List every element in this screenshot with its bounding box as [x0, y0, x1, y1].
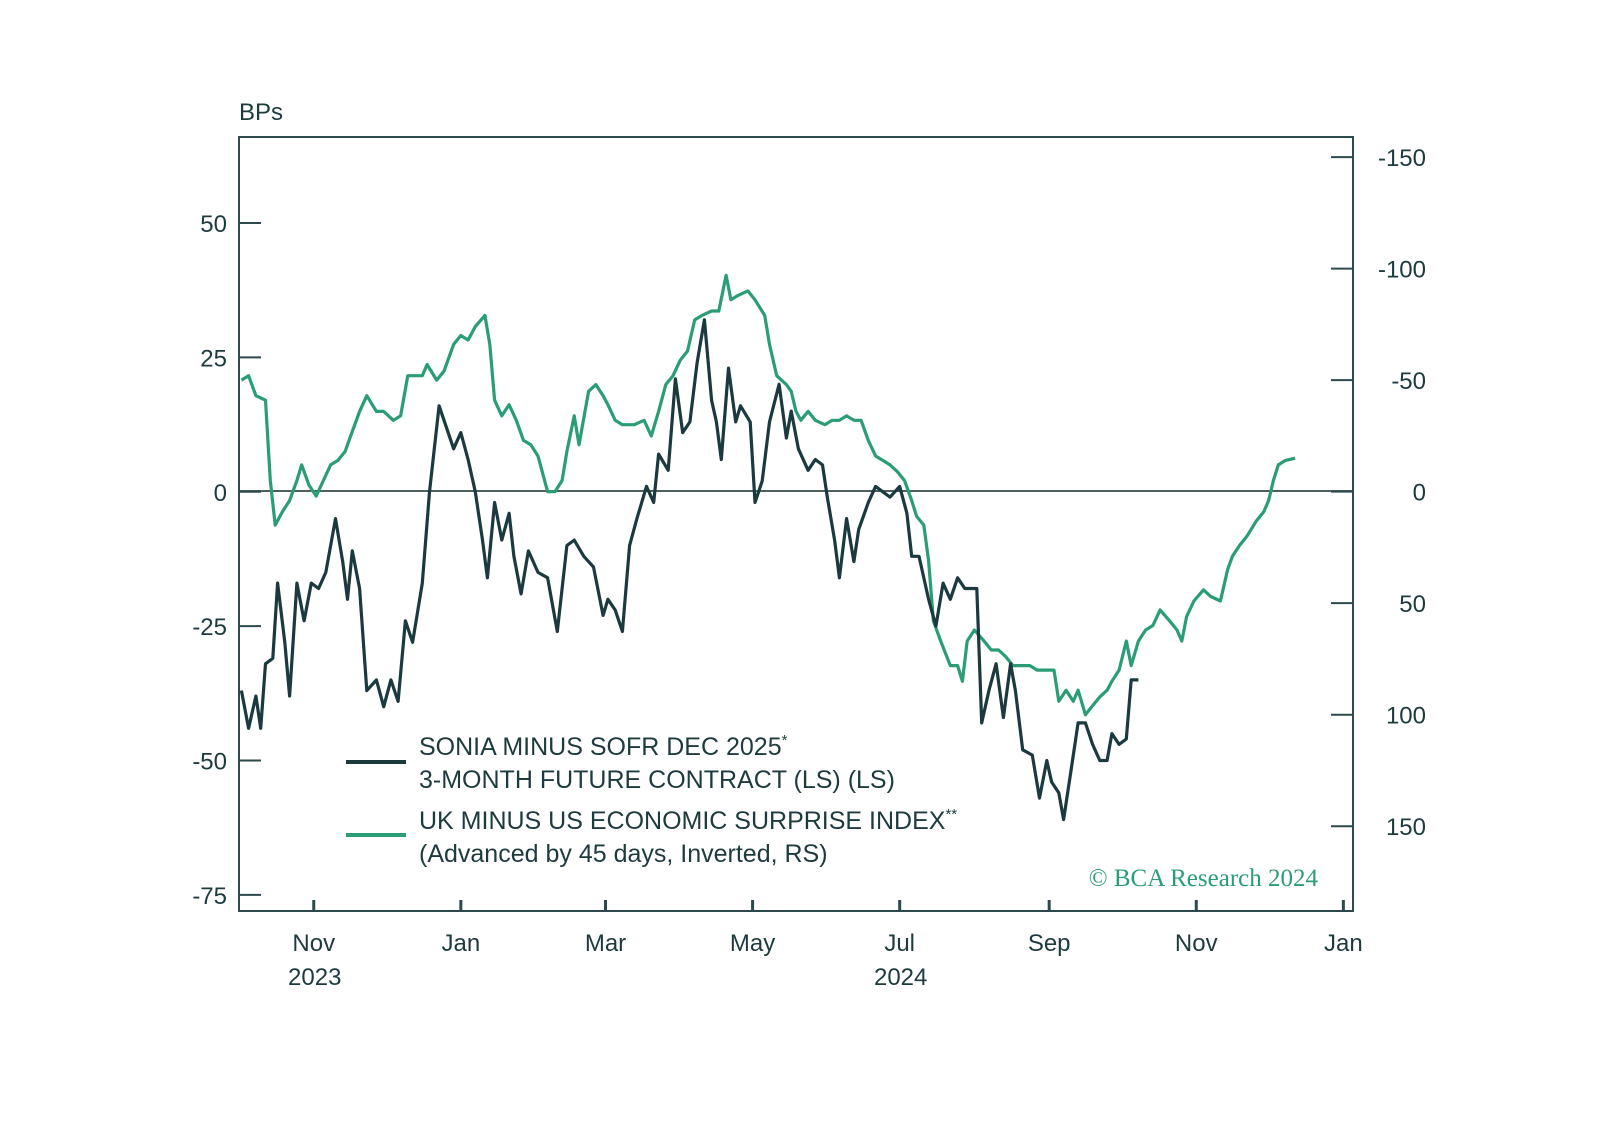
x-tick-label: Jan	[1324, 930, 1363, 957]
legend: SONIA MINUS SOFR DEC 2025* 3-MONTH FUTUR…	[346, 732, 957, 868]
left-axis-label: BPs	[239, 99, 283, 126]
legend-label-surprise-index: UK MINUS US ECONOMIC SURPRISE INDEX**	[419, 806, 957, 835]
x-tick-label: Mar	[585, 930, 626, 957]
legend-label-surprise-index-line2: (Advanced by 45 days, Inverted, RS)	[419, 840, 828, 868]
left-tick-label: -75	[192, 883, 227, 910]
x-tick-label: May	[730, 930, 775, 957]
legend-label-surprise-index-line1: UK MINUS US ECONOMIC SURPRISE INDEX	[419, 807, 946, 835]
copyright-watermark: © BCA Research 2024	[1089, 865, 1319, 892]
left-tick-label: -50	[192, 749, 227, 776]
legend-label-sonia-sofr-line1: SONIA MINUS SOFR DEC 2025	[419, 733, 782, 761]
left-tick-label: 0	[214, 480, 227, 507]
left-tick-label: -25	[192, 614, 227, 641]
legend-footnote-mark: *	[782, 732, 788, 749]
left-axis: 50 25 0 -25 -50 -75	[192, 211, 261, 910]
x-tick-label: Sep	[1028, 930, 1071, 957]
x-tick-label: Jul	[884, 930, 915, 957]
x-tick-label: Jan	[441, 930, 480, 957]
series-line-surprise-index	[240, 273, 1296, 717]
plot-frame	[238, 136, 1354, 912]
x-axis: Nov Jan Mar May Jul Sep Nov Jan 2023 2024	[288, 900, 1363, 991]
legend-footnote-mark: **	[945, 806, 957, 823]
x-tick-label: Nov	[1175, 930, 1218, 957]
x-year-label: 2024	[874, 964, 927, 991]
x-year-label: 2023	[288, 964, 341, 991]
right-tick-label: 150	[1386, 814, 1426, 841]
right-tick-label: 100	[1386, 703, 1426, 730]
series-layer	[239, 273, 1296, 822]
legend-label-sonia-sofr-line2: 3-MONTH FUTURE CONTRACT (LS) (LS)	[419, 766, 895, 794]
right-tick-label: 0	[1413, 480, 1426, 507]
left-tick-label: 25	[200, 345, 227, 372]
right-tick-label: -100	[1378, 257, 1426, 284]
right-tick-label: -50	[1391, 368, 1426, 395]
right-axis: -150 -100 -50 0 50 100 150	[1331, 145, 1426, 841]
legend-label-sonia-sofr: SONIA MINUS SOFR DEC 2025*	[419, 732, 788, 761]
series-line-sonia-sofr	[239, 318, 1139, 822]
right-tick-label: -150	[1378, 145, 1426, 172]
right-tick-label: 50	[1399, 591, 1426, 618]
left-tick-label: 50	[200, 211, 227, 238]
x-tick-label: Nov	[292, 930, 335, 957]
